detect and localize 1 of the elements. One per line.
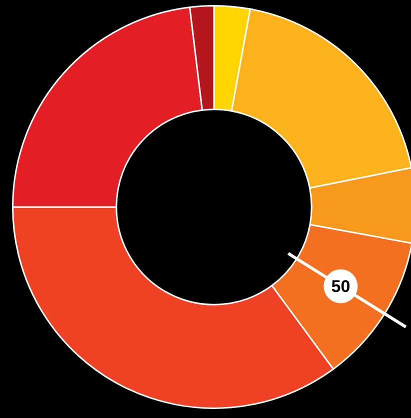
data-label: 50	[331, 276, 350, 296]
